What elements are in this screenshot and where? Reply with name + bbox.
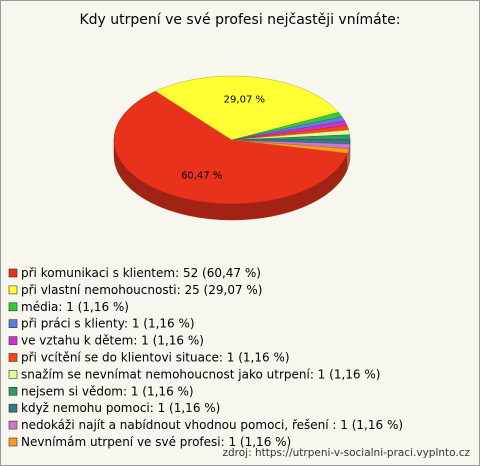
legend-label: Nevnímám utrpení ve své profesi: 1 (1,16… (21, 435, 291, 449)
legend-label: nedokáži najít a nabídnout vhodnou pomoc… (21, 418, 403, 432)
legend-label: snažím se nevnímat nemohoucnost jako utr… (21, 367, 380, 381)
source: zdroj: https://utrpeni-v-socialni-praci.… (222, 447, 470, 459)
legend-swatch (8, 285, 18, 295)
legend-swatch (8, 437, 18, 447)
legend-label: když nemohu pomoci: 1 (1,16 %) (21, 401, 220, 415)
legend-swatch (8, 336, 18, 345)
legend-label: nejsem si vědom: 1 (1,16 %) (21, 384, 194, 398)
legend-label: média: 1 (1,16 %) (21, 300, 129, 314)
legend-swatch (8, 386, 18, 396)
legend-swatch (8, 268, 18, 278)
legend-swatch (8, 353, 18, 362)
chart-title: Kdy utrpení ve své profesi nejčastěji vn… (79, 12, 400, 28)
pie-slice (113, 90, 348, 205)
legend-label: při komunikaci s klientem: 52 (60,47 %) (21, 266, 261, 280)
value-label: 29,07 % (224, 94, 265, 105)
legend-label: ve vztahu k dětem: 1 (1,16 %) (21, 334, 204, 348)
legend-swatch (8, 370, 18, 379)
legend-swatch (8, 403, 18, 413)
legend-swatch (8, 420, 18, 430)
legend-swatch (8, 319, 18, 329)
legend-swatch (8, 302, 18, 312)
legend-label: při práci s klienty: 1 (1,16 %) (21, 317, 195, 331)
legend-label: při vlastní nemohoucnosti: 25 (29,07 %) (21, 283, 262, 297)
legend-label: při vcítění se do klientovi situace: 1 (… (21, 351, 290, 365)
pie-slice (231, 139, 350, 154)
value-label: 60,47 % (181, 171, 222, 182)
